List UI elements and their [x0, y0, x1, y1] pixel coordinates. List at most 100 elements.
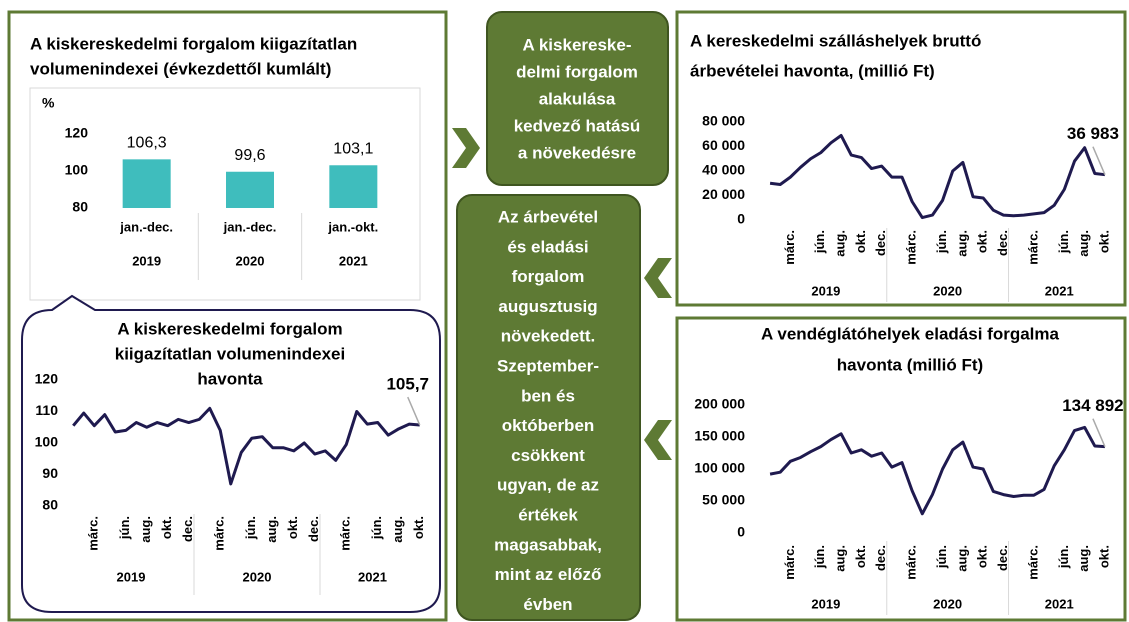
- x-tick-label: jún.: [243, 516, 258, 540]
- x-tick-label: jan.-okt.: [327, 219, 378, 234]
- callout-text: magasabbak,: [494, 535, 602, 554]
- bar-plot-frame: [29, 87, 421, 301]
- x-tick-label: jún.: [1056, 230, 1071, 254]
- leader-line: [1092, 146, 1106, 175]
- x-tick-label: okt.: [975, 545, 990, 568]
- year-label: 2019: [811, 283, 840, 298]
- x-tick-label: dec.: [995, 545, 1010, 571]
- x-tick-label: jan.-dec.: [223, 219, 277, 234]
- year-label: 2020: [933, 596, 962, 611]
- x-tick-label: márc.: [904, 230, 919, 265]
- x-tick-label: jún.: [117, 516, 132, 540]
- x-tick-label: dec.: [873, 545, 888, 571]
- chevron-right: [452, 128, 480, 168]
- chart-title: A vendéglátóhelyek eladási forgalma: [761, 324, 1059, 343]
- y-tick-label: 200 000: [694, 396, 745, 412]
- y-tick-label: 90: [42, 465, 58, 481]
- callout-text: csökkent: [511, 446, 585, 465]
- bar: [122, 159, 171, 208]
- leader-line: [407, 396, 421, 426]
- chart-title: árbevételei havonta, (millió Ft): [690, 61, 935, 80]
- y-tick-label: 60 000: [702, 137, 745, 153]
- year-label: 2019: [132, 253, 161, 268]
- chart-title: havonta: [197, 369, 263, 388]
- callout-text: a növekedésre: [518, 143, 636, 162]
- bar: [226, 171, 274, 208]
- x-tick-label: márc.: [1025, 230, 1040, 265]
- callout-text: növekedett.: [501, 327, 595, 346]
- x-tick-label: jan.-dec.: [119, 219, 173, 234]
- chevron-left: [644, 420, 672, 460]
- chart-title: kiigazítatlan volumenindexei: [115, 344, 346, 363]
- line: [72, 406, 420, 486]
- x-tick-label: okt.: [411, 516, 426, 539]
- callout-text: ben és: [521, 386, 575, 405]
- callout-text: kedvező hatású: [514, 116, 641, 135]
- chart-title: volumenindexei (évkezdettől kumlált): [30, 59, 331, 78]
- y-tick-label: 100: [35, 434, 59, 450]
- x-tick-label: aug.: [264, 516, 279, 543]
- chart-title: A kereskedelmi szálláshelyek bruttó: [690, 31, 981, 50]
- year-label: 2021: [358, 569, 387, 584]
- x-tick-label: márc.: [782, 230, 797, 265]
- x-tick-label: jún.: [369, 516, 384, 540]
- x-tick-label: aug.: [833, 545, 848, 572]
- y-tick-label: 0: [737, 524, 745, 540]
- callout-box: [486, 11, 669, 186]
- x-tick-label: okt.: [1096, 230, 1111, 253]
- y-tick-label: 110: [35, 402, 58, 418]
- speech-bubble: [21, 294, 441, 613]
- x-tick-label: aug.: [1076, 545, 1091, 572]
- y-tick-label: 80: [42, 497, 58, 513]
- y-tick-label: 80: [72, 199, 88, 215]
- top-right-frame: [675, 10, 1127, 307]
- callout-text: ugyan, de az: [497, 476, 599, 495]
- chevron-left: [644, 258, 672, 298]
- callout-text: és eladási: [507, 237, 588, 256]
- leader-line: [1092, 418, 1106, 447]
- year-label: 2021: [1045, 596, 1074, 611]
- x-tick-label: okt.: [159, 516, 174, 539]
- x-tick-label: márc.: [1025, 545, 1040, 580]
- year-label: 2021: [1045, 283, 1074, 298]
- x-tick-label: okt.: [853, 230, 868, 253]
- y-tick-label: 0: [737, 211, 745, 227]
- y-tick-label: 100 000: [694, 460, 745, 476]
- x-tick-label: márc.: [782, 545, 797, 580]
- y-tick-label: 80 000: [702, 113, 745, 129]
- data-label: 106,3: [127, 135, 167, 152]
- left-frame: [7, 10, 448, 622]
- y-tick-label: 50 000: [702, 492, 745, 508]
- callout-text: mint az előző: [495, 565, 602, 584]
- line: [769, 425, 1106, 516]
- callout-text: augusztusig: [498, 297, 597, 316]
- x-tick-label: aug.: [138, 516, 153, 543]
- x-tick-label: márc.: [904, 545, 919, 580]
- callout-text: Szeptember-: [497, 356, 599, 375]
- x-tick-label: dec.: [995, 230, 1010, 256]
- y-tick-label: 120: [35, 371, 59, 387]
- y-tick-label: 120: [65, 125, 89, 141]
- x-tick-label: aug.: [1076, 230, 1091, 257]
- data-label: 103,1: [333, 140, 373, 157]
- callout-text: alakulása: [539, 89, 616, 108]
- x-tick-label: jún.: [934, 545, 949, 569]
- callout-box: [456, 194, 641, 621]
- x-tick-label: aug.: [390, 516, 405, 543]
- x-tick-label: jún.: [1056, 545, 1071, 569]
- x-tick-label: okt.: [1096, 545, 1111, 568]
- data-label: 36 983: [1067, 124, 1119, 143]
- data-label: 99,6: [234, 147, 265, 164]
- chart-title: havonta (millió Ft): [837, 355, 983, 374]
- x-tick-label: aug.: [954, 545, 969, 572]
- x-tick-label: márc.: [338, 516, 353, 551]
- data-label: 134 892: [1062, 396, 1123, 415]
- callout-text: A kiskereske-: [522, 35, 631, 54]
- bottom-right-frame: [675, 316, 1127, 622]
- x-tick-label: jún.: [812, 545, 827, 569]
- y-axis-label: %: [42, 95, 55, 111]
- year-label: 2021: [339, 253, 368, 268]
- chart-title: A kiskereskedelmi forgalom kiigazítatlan: [30, 34, 357, 53]
- data-label: 105,7: [386, 375, 429, 394]
